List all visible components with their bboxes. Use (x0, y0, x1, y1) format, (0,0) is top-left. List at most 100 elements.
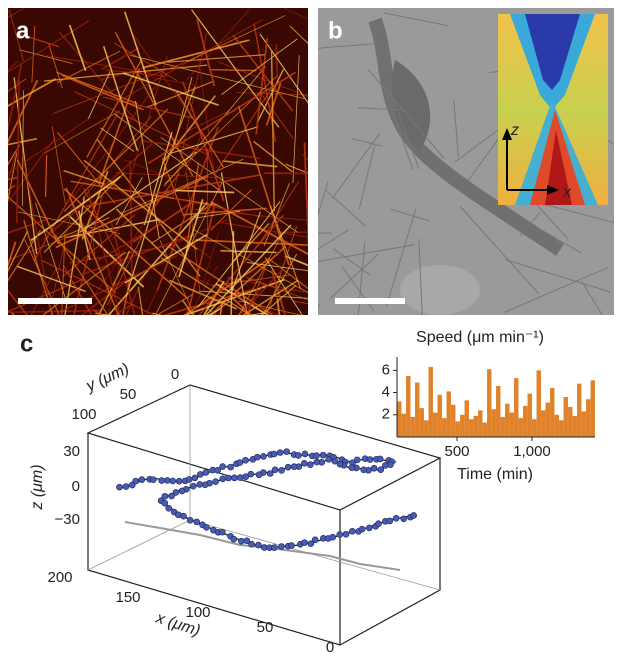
fiber (80, 233, 196, 276)
fiber (135, 100, 160, 239)
fiber (284, 8, 308, 20)
y-tick-label: 50 (120, 386, 137, 403)
fiber (8, 176, 19, 181)
trajectory-point (290, 463, 298, 470)
bar (433, 412, 438, 437)
trajectory-point (311, 536, 319, 544)
fiber (289, 25, 308, 45)
fiber (18, 211, 121, 235)
trajectory-point (236, 474, 244, 481)
fiber (129, 54, 305, 100)
fiber (210, 201, 308, 256)
scale-bar (335, 298, 405, 304)
trajectory-point (295, 452, 302, 459)
fiber (115, 208, 171, 262)
fiber (276, 298, 281, 315)
bar (410, 417, 415, 437)
fiber (63, 108, 169, 212)
trajectory-point (278, 467, 285, 474)
bar (518, 418, 523, 437)
bar (568, 407, 573, 437)
fiber (19, 49, 73, 64)
trajectory-point (260, 453, 267, 460)
fiber (45, 55, 151, 74)
fiber (367, 69, 445, 159)
y-tick-label: 6 (382, 361, 390, 378)
trajectory-point (329, 533, 337, 541)
fiber (64, 196, 86, 315)
fiber (519, 212, 541, 236)
bar (424, 420, 429, 437)
fiber (160, 137, 299, 233)
fiber (68, 24, 87, 72)
fiber (263, 172, 308, 175)
fiber (169, 279, 237, 310)
fiber (265, 82, 282, 126)
trajectory-point (227, 463, 234, 471)
trajectory-point (377, 466, 385, 474)
fiber (92, 308, 103, 315)
fiber (538, 228, 582, 254)
fiber (231, 211, 261, 292)
fiber (175, 189, 235, 194)
fiber (90, 215, 96, 256)
fiber (86, 174, 261, 207)
fiber (263, 183, 290, 247)
fiber (220, 221, 308, 238)
fiber (160, 257, 252, 315)
fiber (30, 175, 121, 242)
x-tick-label: 1,000 (513, 443, 551, 460)
z-tick-label: 0 (72, 478, 80, 495)
fiber (146, 172, 181, 217)
x-tick-label: 200 (47, 569, 72, 586)
fiber (61, 74, 144, 111)
x-tick-label: 50 (257, 619, 274, 636)
fiber (33, 113, 119, 262)
fiber (332, 248, 371, 276)
trajectory-point (231, 474, 238, 482)
fiber (173, 197, 263, 218)
trajectory-point (319, 451, 327, 459)
fiber (8, 140, 21, 179)
fiber (253, 23, 277, 143)
fiber (358, 145, 376, 210)
fiber (61, 233, 66, 315)
fiber (195, 210, 241, 219)
fiber (142, 39, 250, 69)
fiber (390, 208, 430, 222)
fiber (318, 229, 349, 250)
fiber (8, 230, 83, 261)
trajectory-point (178, 487, 186, 495)
bar (419, 408, 424, 437)
trajectory-point (243, 537, 251, 545)
bar (586, 399, 591, 437)
trajectory-point (242, 456, 249, 464)
fiber (303, 142, 308, 251)
bar (590, 380, 595, 437)
fiber (284, 255, 308, 267)
fiber (188, 112, 227, 132)
bar (514, 378, 519, 437)
fiber (256, 181, 299, 248)
fiber (238, 232, 284, 315)
trajectory-point (301, 450, 309, 458)
fiber (8, 230, 29, 272)
fiber (86, 58, 143, 158)
y-tick-label: 100 (71, 406, 96, 423)
fiber (270, 51, 275, 212)
fiber (242, 279, 299, 315)
trajectory-point (175, 477, 183, 485)
fiber (8, 241, 17, 268)
fiber (8, 20, 90, 73)
fiber (266, 226, 297, 315)
trajectory-point (325, 456, 332, 463)
bar (536, 370, 541, 437)
fiber (81, 116, 152, 201)
trajectory-point (254, 453, 261, 461)
trajectory-point (161, 492, 169, 500)
bar (527, 393, 532, 437)
trajectory-point (163, 477, 171, 484)
fiber (186, 8, 252, 81)
fiber (21, 151, 52, 315)
